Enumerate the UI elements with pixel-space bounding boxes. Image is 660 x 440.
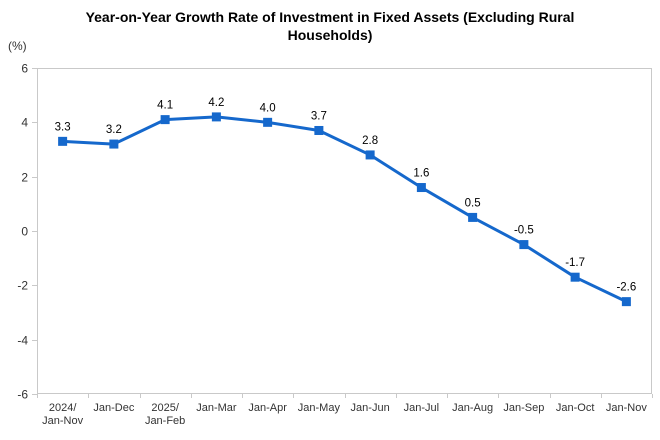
x-axis-label: Jan-Apr (248, 402, 287, 414)
data-label: 2.8 (362, 135, 378, 147)
y-axis-tick-label: 4 (21, 116, 28, 130)
data-label: 4.1 (157, 100, 173, 112)
y-axis-tick-label: 6 (21, 62, 28, 76)
data-point-marker (621, 297, 631, 307)
x-axis-label: Jan-Sep (503, 402, 544, 414)
x-axis-label: Jan-Nov (606, 402, 647, 414)
x-axis-label: Jan-Mar (196, 402, 237, 414)
x-axis-label: Jan-Jun (351, 402, 390, 414)
data-point-marker (468, 212, 478, 222)
data-label: 3.3 (55, 121, 71, 133)
x-axis-label: Jan-Oct (556, 402, 595, 414)
y-axis-unit-label: (%) (8, 39, 27, 53)
data-point-marker (211, 112, 221, 122)
data-point-marker (58, 136, 68, 146)
data-point-marker (109, 139, 119, 149)
data-label: -2.6 (616, 282, 636, 294)
x-axis-label: Jan-Dec (93, 402, 134, 414)
data-label: 0.5 (465, 197, 481, 209)
y-axis-tick-label: 2 (21, 171, 28, 185)
x-axis-label: Jan-Jul (404, 402, 439, 414)
plot-border (37, 68, 652, 394)
x-axis-label: 2025/Jan-Feb (145, 402, 185, 427)
x-axis-label: Jan-May (298, 402, 341, 414)
y-axis-tick-label: -6 (17, 388, 28, 402)
y-axis-tick-label: -4 (17, 334, 28, 348)
data-point-marker (570, 272, 580, 282)
data-label: -0.5 (514, 225, 534, 237)
data-point-marker (519, 240, 529, 250)
data-point-marker (263, 117, 273, 127)
chart-title: Year-on-Year Growth Rate of Investment i… (0, 8, 660, 44)
data-point-marker (416, 183, 426, 193)
data-label: 4.0 (260, 102, 276, 114)
data-label: 3.7 (311, 110, 327, 122)
data-point-marker (314, 125, 324, 135)
x-axis-label: Jan-Aug (452, 402, 493, 414)
y-axis-tick-label: 0 (21, 225, 28, 239)
data-point-marker (160, 115, 170, 125)
data-label: 4.2 (208, 97, 224, 109)
data-point-marker (365, 150, 375, 160)
x-axis-label: 2024/Jan-Nov (42, 402, 83, 427)
data-label: 3.2 (106, 124, 122, 136)
data-label: -1.7 (565, 257, 585, 269)
data-label: 1.6 (413, 168, 429, 180)
chart-title-text: Year-on-Year Growth Rate of Investment i… (85, 9, 575, 43)
y-axis-tick-label: -2 (17, 279, 28, 293)
line-series (62, 115, 628, 303)
